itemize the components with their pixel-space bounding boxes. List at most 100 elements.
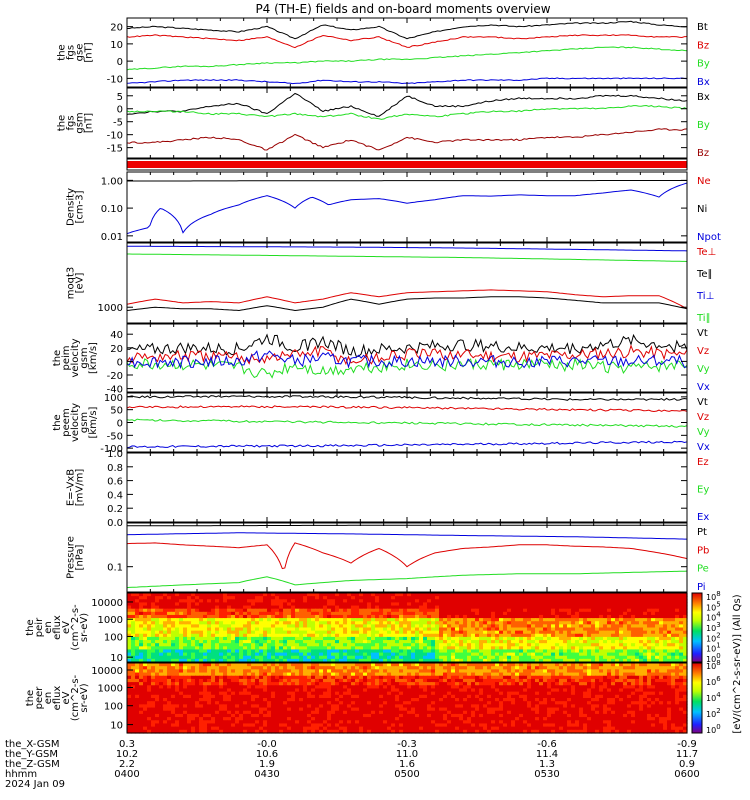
ytick-label: 5: [117, 92, 123, 103]
spectrogram-cell: [207, 672, 212, 677]
spectrogram-cell: [251, 685, 256, 690]
spectrogram-cell: [463, 652, 468, 657]
spectrogram-cell: [519, 685, 524, 690]
spectrogram-cell: [147, 666, 152, 670]
spectrogram-cell: [163, 614, 168, 619]
spectrogram-cell: [227, 685, 232, 690]
spectrogram-cell: [339, 678, 344, 683]
spectrogram-cell: [135, 655, 140, 660]
spectrogram-cell: [283, 640, 288, 644]
spectrogram-cell: [275, 608, 280, 613]
spectrogram-cell: [403, 652, 408, 657]
spectrogram-cell: [683, 658, 688, 663]
spectrogram-cell: [507, 633, 512, 638]
spectrogram-cell: [411, 602, 416, 607]
spectrogram-cell: [559, 675, 564, 680]
spectrogram-cell: [635, 682, 640, 686]
spectrogram-cell: [295, 618, 300, 622]
spectrogram-cell: [419, 608, 424, 613]
spectrogram-cell: [267, 672, 272, 677]
spectrogram-cell: [507, 636, 512, 641]
spectrogram-cell: [599, 685, 604, 690]
spectrogram-cell: [663, 646, 668, 651]
spectrogram-cell: [303, 602, 308, 607]
spectrogram-cell: [439, 646, 444, 651]
spectrogram-cell: [639, 669, 644, 674]
spectrogram-cell: [159, 643, 164, 647]
spectrogram-cell: [331, 605, 336, 610]
spectrogram-cell: [611, 678, 616, 683]
spectrogram-cell: [231, 611, 236, 616]
spectrogram-cell: [359, 652, 364, 657]
spectrogram-cell: [491, 618, 496, 622]
spectrogram-cell: [479, 627, 484, 632]
spectrogram-cell: [679, 643, 684, 647]
ytick-label: 20: [110, 23, 123, 34]
spectrogram-cell: [139, 627, 144, 632]
spectrogram-cell: [555, 630, 560, 635]
spectrogram-cell: [303, 593, 308, 597]
spectrogram-cell: [383, 649, 388, 654]
spectrogram-cell: [263, 688, 268, 693]
spectrogram-cell: [207, 663, 212, 667]
spectrogram-cell: [623, 627, 628, 632]
spectrogram-cell: [667, 643, 672, 647]
spectrogram-cell: [439, 633, 444, 638]
spectrogram-cell: [343, 666, 348, 670]
spectrogram-cell: [663, 599, 668, 604]
spectrogram-cell: [607, 655, 612, 660]
spectrogram-cell: [203, 614, 208, 619]
spectrogram-cell: [471, 636, 476, 641]
spectrogram-cell: [423, 633, 428, 638]
spectrogram-cell: [543, 614, 548, 619]
spectrogram-cell: [483, 618, 488, 622]
spectrogram-cell: [171, 621, 176, 625]
spectrogram-cell: [211, 611, 216, 616]
spectrogram-cell: [295, 640, 300, 644]
spectrogram-cell: [223, 658, 228, 663]
spectrogram-cell: [371, 666, 376, 670]
spectrogram-cell: [619, 666, 624, 670]
spectrogram-cell: [171, 672, 176, 677]
spectrogram-cell: [627, 593, 632, 597]
spectrogram-cell: [151, 640, 156, 644]
spectrogram-cell: [259, 688, 264, 693]
spectrogram-cell: [267, 658, 272, 663]
spectrogram-cell: [523, 624, 528, 629]
spectrogram-cell: [467, 596, 472, 600]
spectrogram-cell: [175, 636, 180, 641]
spectrogram-cell: [195, 666, 200, 670]
spectrogram-cell: [379, 633, 384, 638]
spectrogram-cell: [523, 605, 528, 610]
spectrogram-cell: [435, 593, 440, 597]
spectrogram-cell: [635, 608, 640, 613]
spectrogram-cell: [491, 621, 496, 625]
spectrogram-cell: [323, 643, 328, 647]
spectrogram-cell: [219, 608, 224, 613]
spectrogram-cell: [419, 605, 424, 610]
spectrogram-cell: [295, 646, 300, 651]
spectrogram-cell: [163, 675, 168, 680]
spectrogram-cell: [351, 611, 356, 616]
spectrogram-cell: [223, 678, 228, 683]
spectrogram-cell: [547, 611, 552, 616]
spectrogram-cell: [367, 669, 372, 674]
spectrogram-cell: [491, 678, 496, 683]
spectrogram-cell: [239, 599, 244, 604]
spectrogram-cell: [631, 636, 636, 641]
spectrogram-cell: [251, 621, 256, 625]
spectrogram-cell: [199, 636, 204, 641]
spectrogram-cell: [647, 643, 652, 647]
spectrogram-cell: [583, 633, 588, 638]
spectrogram-cell: [339, 633, 344, 638]
spectrogram-cell: [279, 688, 284, 693]
spectrogram-cell: [175, 614, 180, 619]
spectrogram-cell: [255, 643, 260, 647]
spectrogram-cell: [631, 621, 636, 625]
spectrogram-cell: [523, 675, 528, 680]
ytick-label: -5: [113, 118, 123, 129]
spectrogram-cell: [499, 678, 504, 683]
spectrogram-cell: [407, 608, 412, 613]
spectrogram-cell: [267, 636, 272, 641]
